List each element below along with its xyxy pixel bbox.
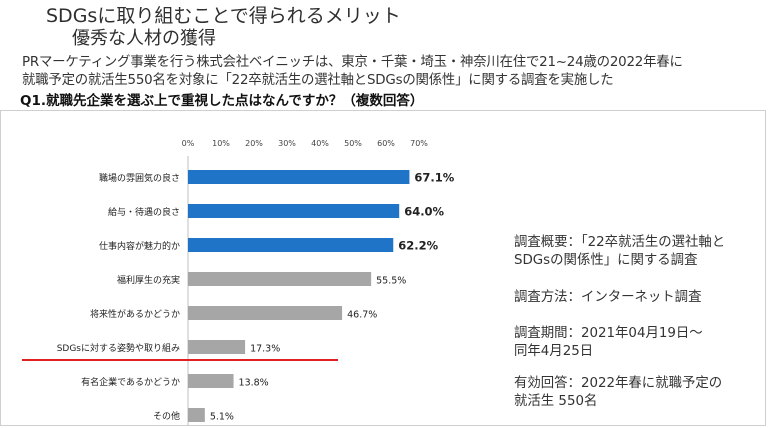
survey-period: 調査期間：2021年04月19日～ 同年4月25日: [514, 325, 764, 361]
x-tick-label: 60%: [377, 139, 395, 148]
bar-chart: 0% 10% 20% 30% 40% 50% 60% 70% 職場の雰囲気の良さ 67.1% 給与・…: [22, 139, 455, 426]
bar-value-label: 55.5%: [376, 276, 406, 287]
slide-title: SDGsに取り組むことで得られるメリット: [46, 5, 401, 27]
bar-value-label: 67.1%: [414, 171, 454, 185]
bar-value-label: 62.2%: [398, 239, 438, 253]
bar: [188, 340, 246, 354]
category-label: 有名企業であるかどうか: [81, 376, 180, 388]
bar: [188, 204, 400, 218]
bar: [188, 238, 394, 252]
slide-subtitle: 優秀な人材の獲得: [72, 28, 216, 49]
bar-value-label: 64.0%: [404, 205, 444, 219]
survey-intro: PRマーケティング事業を行う株式会社ベイニッチは、東京・千葉・埼玉・神奈川在住で…: [22, 54, 762, 90]
survey-respondents-line-2: 就活生 550名: [514, 394, 598, 409]
bar-value-label: 5.1%: [210, 412, 234, 423]
survey-period-line-2: 同年4月25日: [514, 344, 594, 359]
chart-frame: [0, 110, 766, 426]
survey-respondents: 有効回答：2022年春に就職予定の 就活生 550名: [514, 375, 764, 411]
bar: [188, 306, 343, 320]
x-tick-label: 0%: [182, 139, 195, 148]
category-label: 福利厚生の充実: [117, 274, 180, 286]
intro-line-1: PRマーケティング事業を行う株式会社ベイニッチは、東京・千葉・埼玉・神奈川在住で…: [22, 55, 683, 70]
x-tick-label: 30%: [278, 139, 296, 148]
survey-outline-line-2: SDGsの関係性」に関する調査: [514, 253, 698, 268]
bar: [188, 272, 372, 286]
bar: [188, 170, 410, 184]
category-label: 将来性があるかどうか: [90, 308, 180, 320]
x-tick-label: 20%: [245, 139, 263, 148]
survey-outline-line-1: 調査概要：「22卒就活生の選社軸と: [514, 235, 726, 250]
category-label: SDGsに対する姿勢や取り組み: [57, 342, 180, 354]
x-tick-label: 50%: [344, 139, 362, 148]
x-tick-label: 70%: [410, 139, 428, 148]
bar: [188, 374, 234, 388]
survey-question: Q1.就職先企業を選ぶ上で重視した点はなんですか？（複数回答）: [20, 93, 424, 109]
x-tick-label: 40%: [311, 139, 329, 148]
survey-outline: 調査概要：「22卒就活生の選社軸と SDGsの関係性」に関する調査: [514, 234, 764, 270]
survey-method: 調査方法：インターネット調査: [514, 289, 764, 307]
survey-method-text: 調査方法：インターネット調査: [514, 290, 702, 305]
survey-period-line-1: 調査期間：2021年04月19日～: [514, 326, 703, 341]
category-label: 給与・待遇の良さ: [108, 206, 180, 218]
category-label: 職場の雰囲気の良さ: [99, 172, 180, 184]
x-tick-label: 10%: [212, 139, 230, 148]
bar: [188, 408, 205, 422]
category-label: 仕事内容が魅力的か: [99, 240, 180, 252]
survey-respondents-line-1: 有効回答：2022年春に就職予定の: [514, 376, 723, 391]
intro-line-2: 就職予定の就活生550名を対象に「22卒就活生の選社軸とSDGsの関係性」に関す…: [22, 73, 614, 88]
bar-value-label: 17.3%: [250, 344, 280, 355]
category-label: その他: [153, 410, 180, 422]
bar-value-label: 46.7%: [347, 310, 377, 321]
bar-value-label: 13.8%: [239, 378, 269, 389]
